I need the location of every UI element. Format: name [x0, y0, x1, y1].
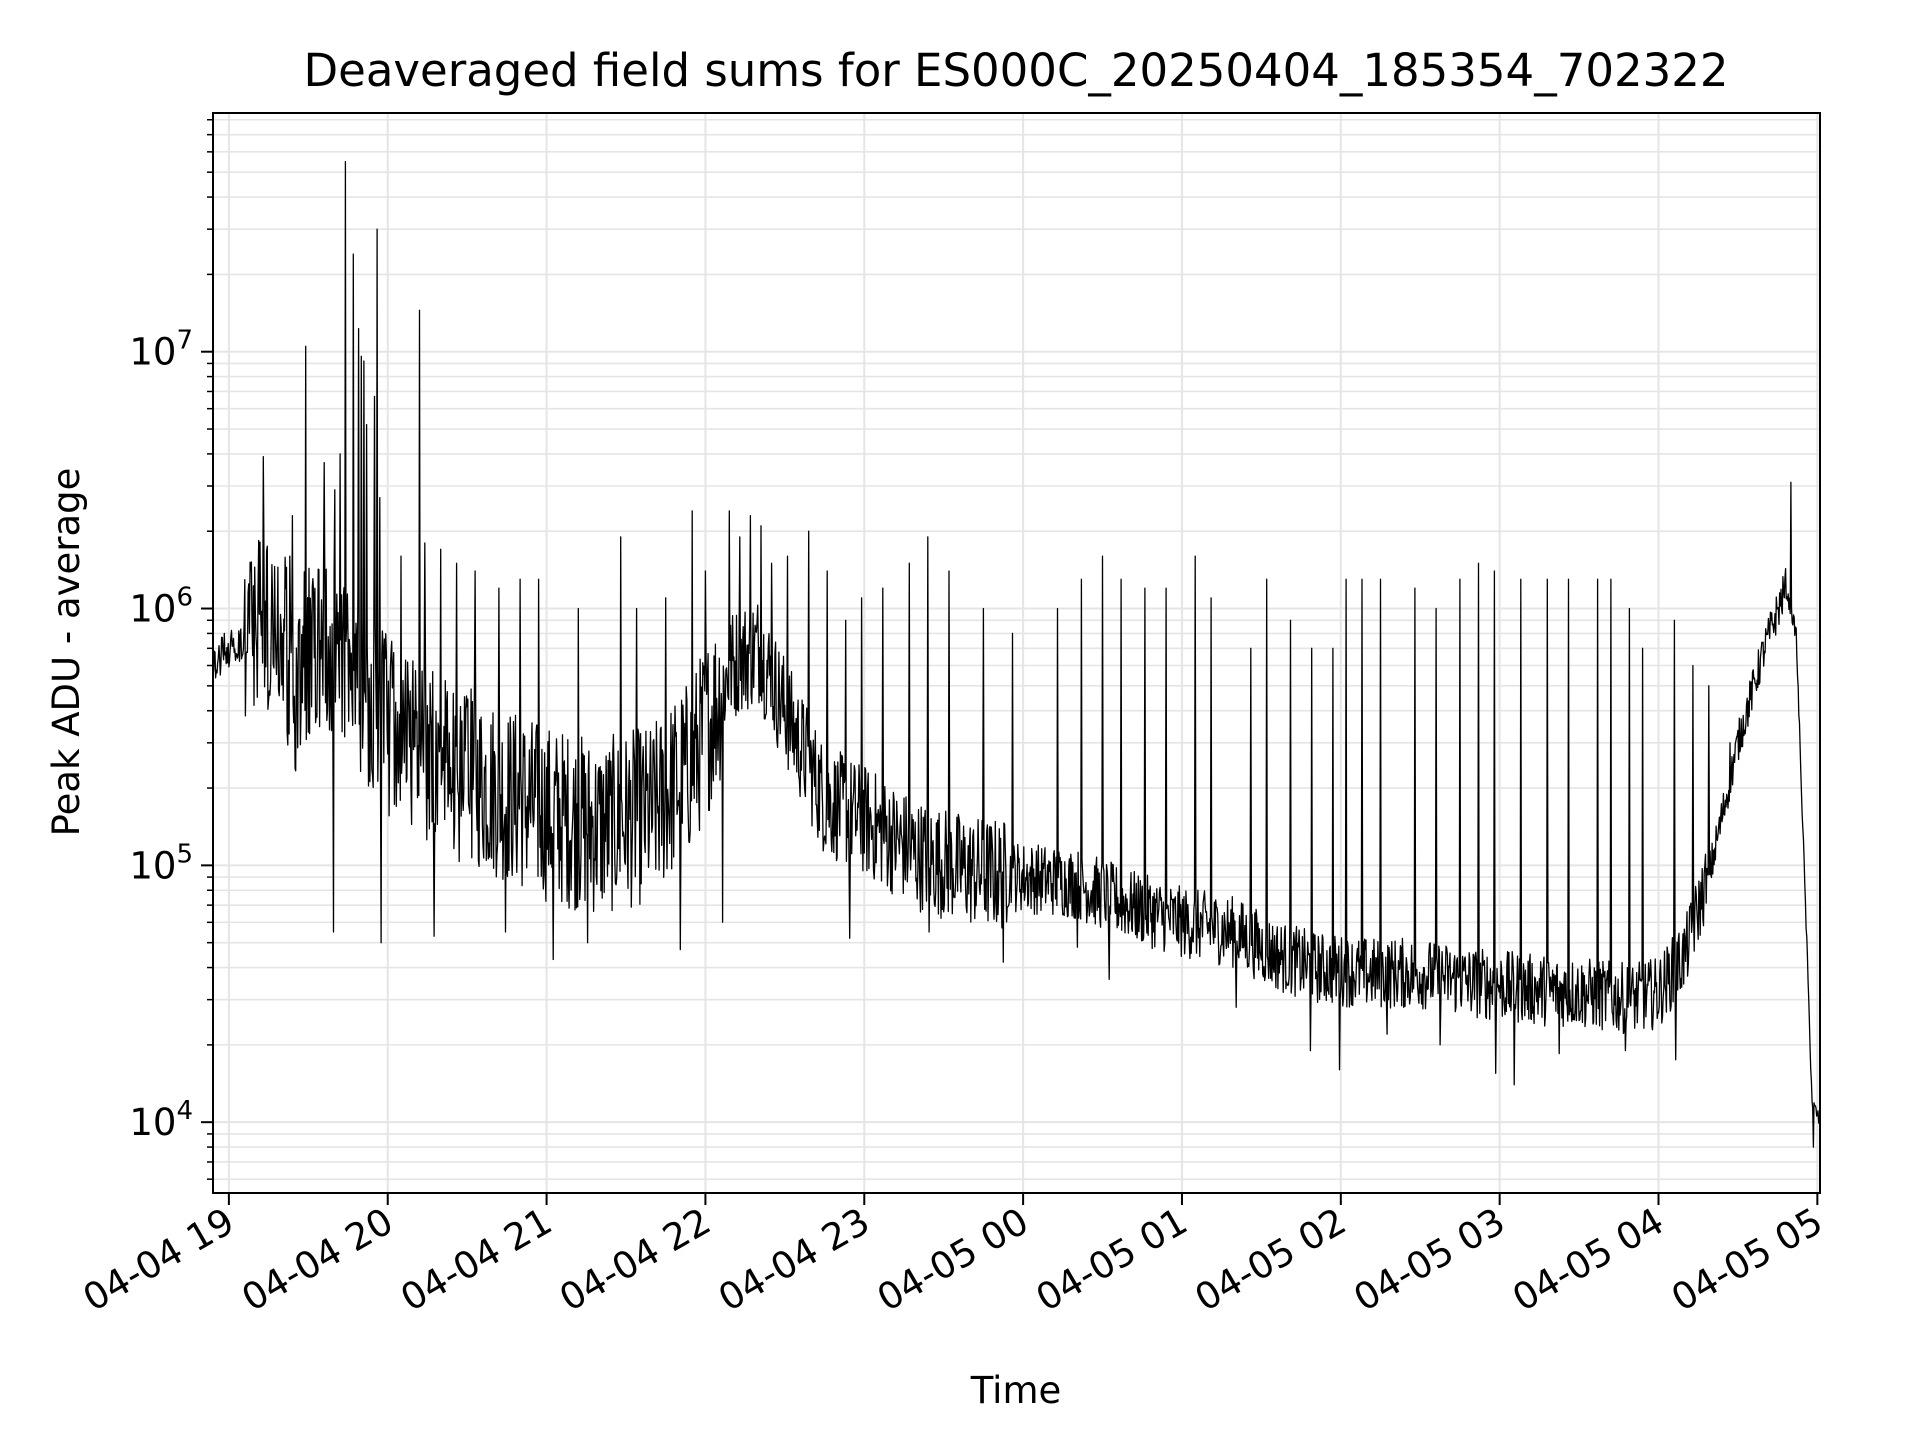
x-axis-label: Time	[970, 1369, 1062, 1412]
chart-title: Deaveraged field sums for ES000C_2025040…	[304, 44, 1729, 97]
y-tick-base: 10	[129, 1101, 176, 1144]
y-tick-exponent: 4	[176, 1096, 193, 1126]
y-tick-label: 105	[129, 839, 193, 887]
series	[212, 160, 1821, 1148]
y-axis-label: Peak ADU - average	[45, 468, 88, 837]
y-tick-base: 10	[129, 844, 176, 887]
y-tick-base: 10	[129, 588, 176, 631]
y-tick-exponent: 6	[176, 583, 193, 613]
plot-frame	[212, 112, 1821, 1194]
data-line	[212, 160, 1821, 1148]
y-tick-exponent: 7	[176, 326, 193, 356]
y-tick-label: 106	[129, 583, 193, 631]
y-tick-base: 10	[129, 331, 176, 374]
y-tick-label: 107	[129, 326, 193, 374]
grid	[213, 113, 1820, 1193]
y-tick-label: 104	[129, 1096, 193, 1144]
y-tick-exponent: 5	[176, 839, 193, 869]
